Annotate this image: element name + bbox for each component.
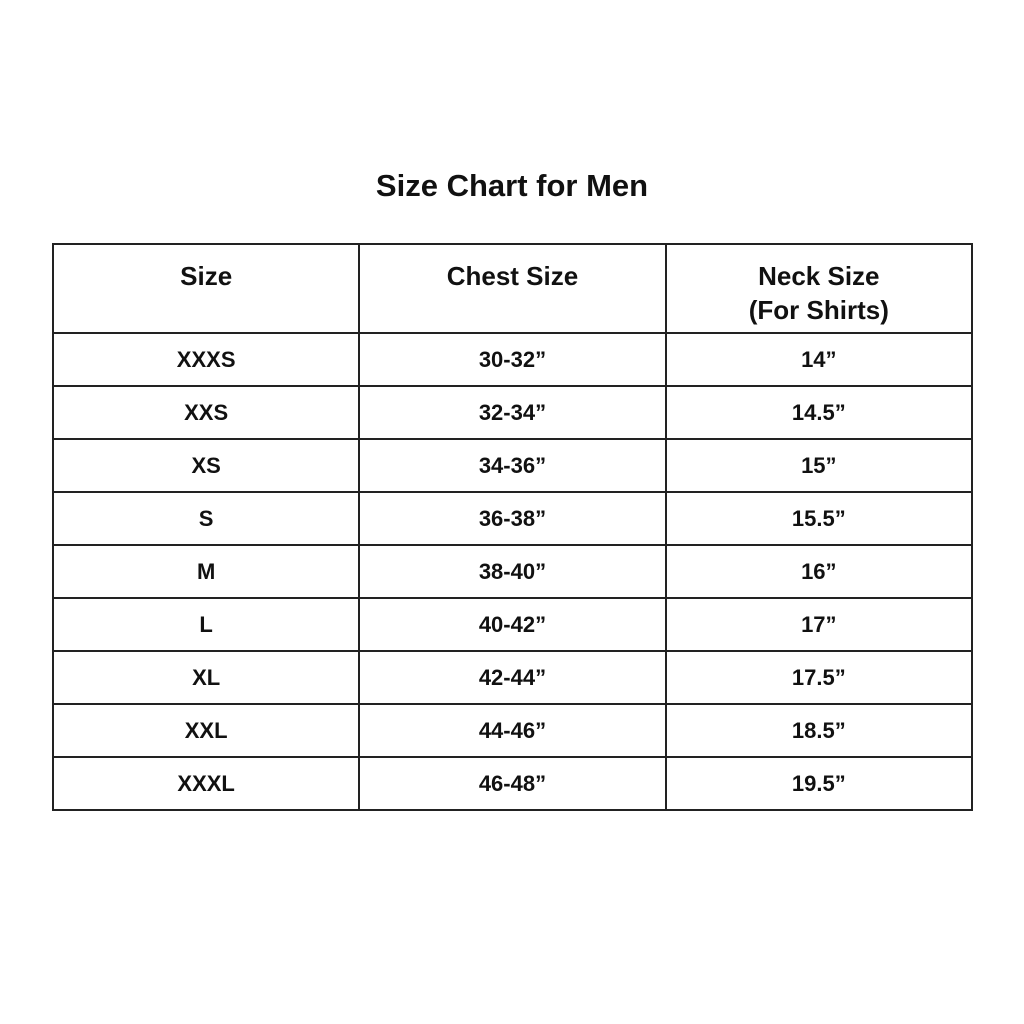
header-neck-size: Neck Size (For Shirts) — [664, 243, 974, 334]
neck-size-cell: 17.5” — [664, 650, 974, 705]
chest-size-cell: 42-44” — [358, 650, 667, 705]
chest-size-cell: 44-46” — [358, 703, 667, 758]
neck-size-cell: 14.5” — [664, 385, 974, 440]
table-row: XXXS 30-32” 14” — [51, 332, 974, 387]
neck-size-cell: 17” — [664, 597, 974, 652]
neck-size-cell: 15.5” — [664, 491, 974, 546]
chest-size-cell: 46-48” — [358, 756, 667, 811]
table-row: S 36-38” 15.5” — [51, 491, 974, 546]
header-neck-size-note: (For Shirts) — [748, 295, 889, 325]
size-cell: XL — [51, 650, 361, 705]
header-chest-size: Chest Size — [358, 243, 667, 334]
header-neck-size-label: Neck Size — [758, 261, 880, 291]
chest-size-cell: 36-38” — [358, 491, 667, 546]
neck-size-cell: 16” — [664, 544, 974, 599]
table-row: L 40-42” 17” — [51, 597, 974, 652]
header-size: Size — [51, 243, 361, 334]
table-row: XXL 44-46” 18.5” — [51, 703, 974, 758]
table-row: XXXL 46-48” 19.5” — [51, 756, 974, 811]
table-header-row: Size Chest Size Neck Size (For Shirts) — [51, 243, 974, 334]
size-cell: L — [51, 597, 361, 652]
chest-size-cell: 40-42” — [358, 597, 667, 652]
size-cell: XXXS — [51, 332, 361, 387]
neck-size-cell: 15” — [664, 438, 974, 493]
chest-size-cell: 34-36” — [358, 438, 667, 493]
table-row: M 38-40” 16” — [51, 544, 974, 599]
table-row: XS 34-36” 15” — [51, 438, 974, 493]
size-cell: XXXL — [51, 756, 361, 811]
chest-size-cell: 38-40” — [358, 544, 667, 599]
size-cell: XXS — [51, 385, 361, 440]
table-row: XL 42-44” 17.5” — [51, 650, 974, 705]
size-cell: XXL — [51, 703, 361, 758]
page-title: Size Chart for Men — [375, 168, 649, 203]
chest-size-cell: 32-34” — [358, 385, 667, 440]
size-cell: XS — [51, 438, 361, 493]
chest-size-cell: 30-32” — [358, 332, 667, 387]
size-chart-table: Size Chest Size Neck Size (For Shirts) X… — [51, 243, 974, 811]
neck-size-cell: 19.5” — [664, 756, 974, 811]
size-cell: M — [51, 544, 361, 599]
size-cell: S — [51, 491, 361, 546]
neck-size-cell: 14” — [664, 332, 974, 387]
table-row: XXS 32-34” 14.5” — [51, 385, 974, 440]
neck-size-cell: 18.5” — [664, 703, 974, 758]
